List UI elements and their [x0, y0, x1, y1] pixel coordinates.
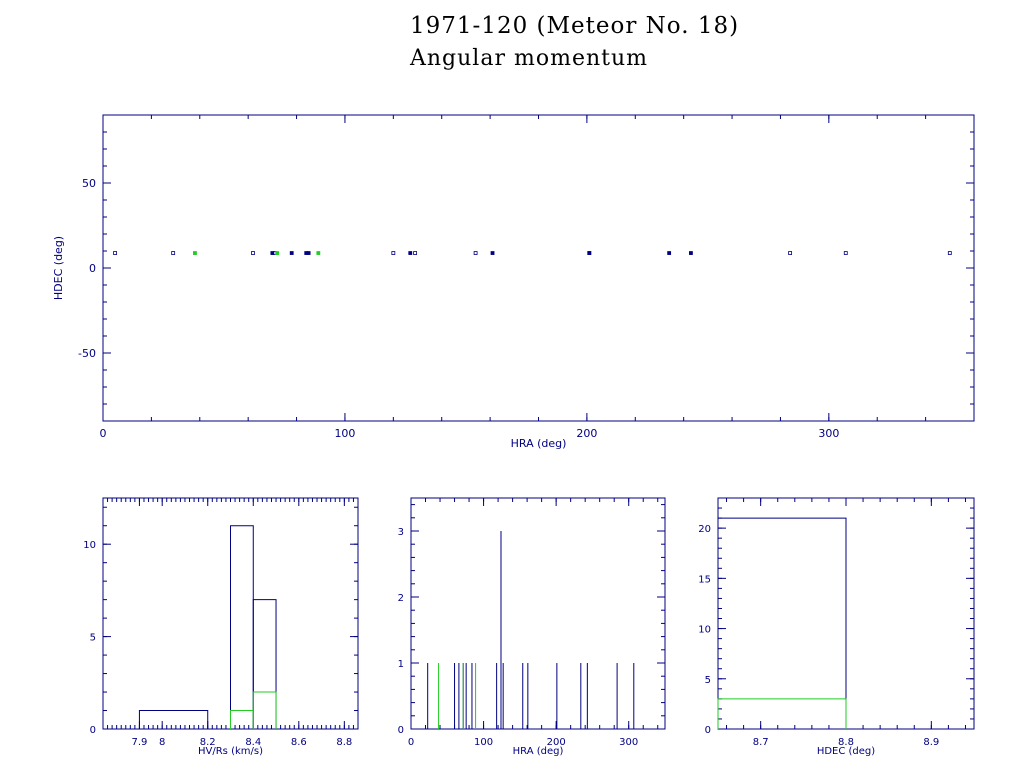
x-tick-label: 200 [576, 427, 597, 440]
histogram-panel-hra: 0 100 200 300 0 1 2 3 HRA (deg) [398, 497, 666, 757]
y-tick-label: 0 [705, 725, 711, 736]
scatter-point [413, 251, 418, 255]
y-tick-label: 5 [705, 675, 711, 686]
scatter-point [316, 251, 321, 255]
x-tick-label: 0 [100, 427, 107, 440]
x-axis-label: HRA (deg) [511, 437, 567, 450]
x-tick-label: 0 [408, 737, 414, 748]
histogram-bar [717, 698, 847, 729]
y-tick-label: -50 [78, 347, 96, 360]
y-tick-label: 10 [698, 625, 711, 636]
scatter-point [490, 251, 495, 255]
scatter-panel-hra-hdec: 0 100 200 300 -50 0 50 HRA (deg) HDEC (deg) [52, 114, 975, 450]
scatter-point [947, 251, 952, 255]
scatter-point [113, 251, 117, 255]
plot-frame [102, 114, 975, 422]
plot-frame [410, 497, 666, 730]
y-tick-label: 0 [398, 725, 404, 736]
x-tick-label: 8.6 [291, 737, 307, 748]
x-tick-label: 8.9 [923, 737, 939, 748]
histogram-panel-hv: 7.9 8 8.2 8.4 8.6 8.8 0 5 10 HV/Rs (km/s) [83, 497, 359, 757]
y-tick-label: 10 [83, 540, 96, 551]
y-tick-label: 0 [90, 725, 96, 736]
x-tick-label: 200 [547, 737, 566, 748]
scatter-point [667, 251, 672, 255]
scatter-point [251, 251, 255, 255]
histogram-bar [717, 517, 847, 729]
y-axis-label: HDEC (deg) [52, 236, 65, 300]
x-tick-label: 8.8 [336, 737, 352, 748]
scatter-point [270, 251, 275, 255]
x-tick-label: 100 [334, 427, 355, 440]
scatter-point [408, 251, 413, 255]
histogram-panel-hdec: 8.7 8.8 8.9 0 5 10 15 20 HDEC (deg) [698, 497, 975, 757]
scatter-point [391, 251, 396, 255]
scatter-point [275, 251, 280, 255]
y-tick-label: 5 [90, 633, 96, 644]
scatter-point [171, 251, 176, 255]
x-tick-label: 8.4 [245, 737, 261, 748]
y-tick-label: 3 [398, 527, 404, 538]
scatter-point [473, 251, 478, 255]
x-tick-label: 7.9 [131, 737, 147, 748]
y-tick-label: 0 [89, 262, 96, 275]
scatter-point [587, 251, 592, 255]
x-axis-label: HRA (deg) [513, 746, 564, 757]
scatter-point [193, 251, 197, 255]
y-tick-label: 50 [82, 177, 96, 190]
scatter-point [689, 251, 693, 255]
scatter-point [843, 251, 848, 255]
chart-subtitle: Angular momentum [410, 46, 648, 71]
x-axis-label: HDEC (deg) [817, 746, 875, 757]
x-tick-label: 8.7 [753, 737, 769, 748]
scatter-point [306, 251, 311, 255]
x-tick-label: 8 [159, 737, 165, 748]
scatter-point [788, 251, 793, 255]
chart-title: 1971-120 (Meteor No. 18) [410, 13, 740, 39]
scatter-point [289, 251, 294, 255]
y-tick-label: 1 [398, 659, 404, 670]
x-tick-label: 100 [474, 737, 493, 748]
x-tick-label: 300 [818, 427, 839, 440]
x-tick-label: 8.2 [200, 737, 216, 748]
y-tick-label: 20 [698, 524, 711, 535]
histogram-bar [230, 710, 254, 729]
x-tick-label: 300 [619, 737, 638, 748]
histogram-bar [138, 710, 209, 729]
histogram-bar [252, 599, 277, 729]
y-tick-label: 2 [398, 593, 404, 604]
y-tick-label: 15 [698, 574, 711, 585]
x-tick-label: 8.8 [838, 737, 854, 748]
histogram-bar [230, 525, 254, 729]
histogram-bar [252, 691, 277, 729]
x-axis-label: HV/Rs (km/s) [198, 746, 263, 757]
